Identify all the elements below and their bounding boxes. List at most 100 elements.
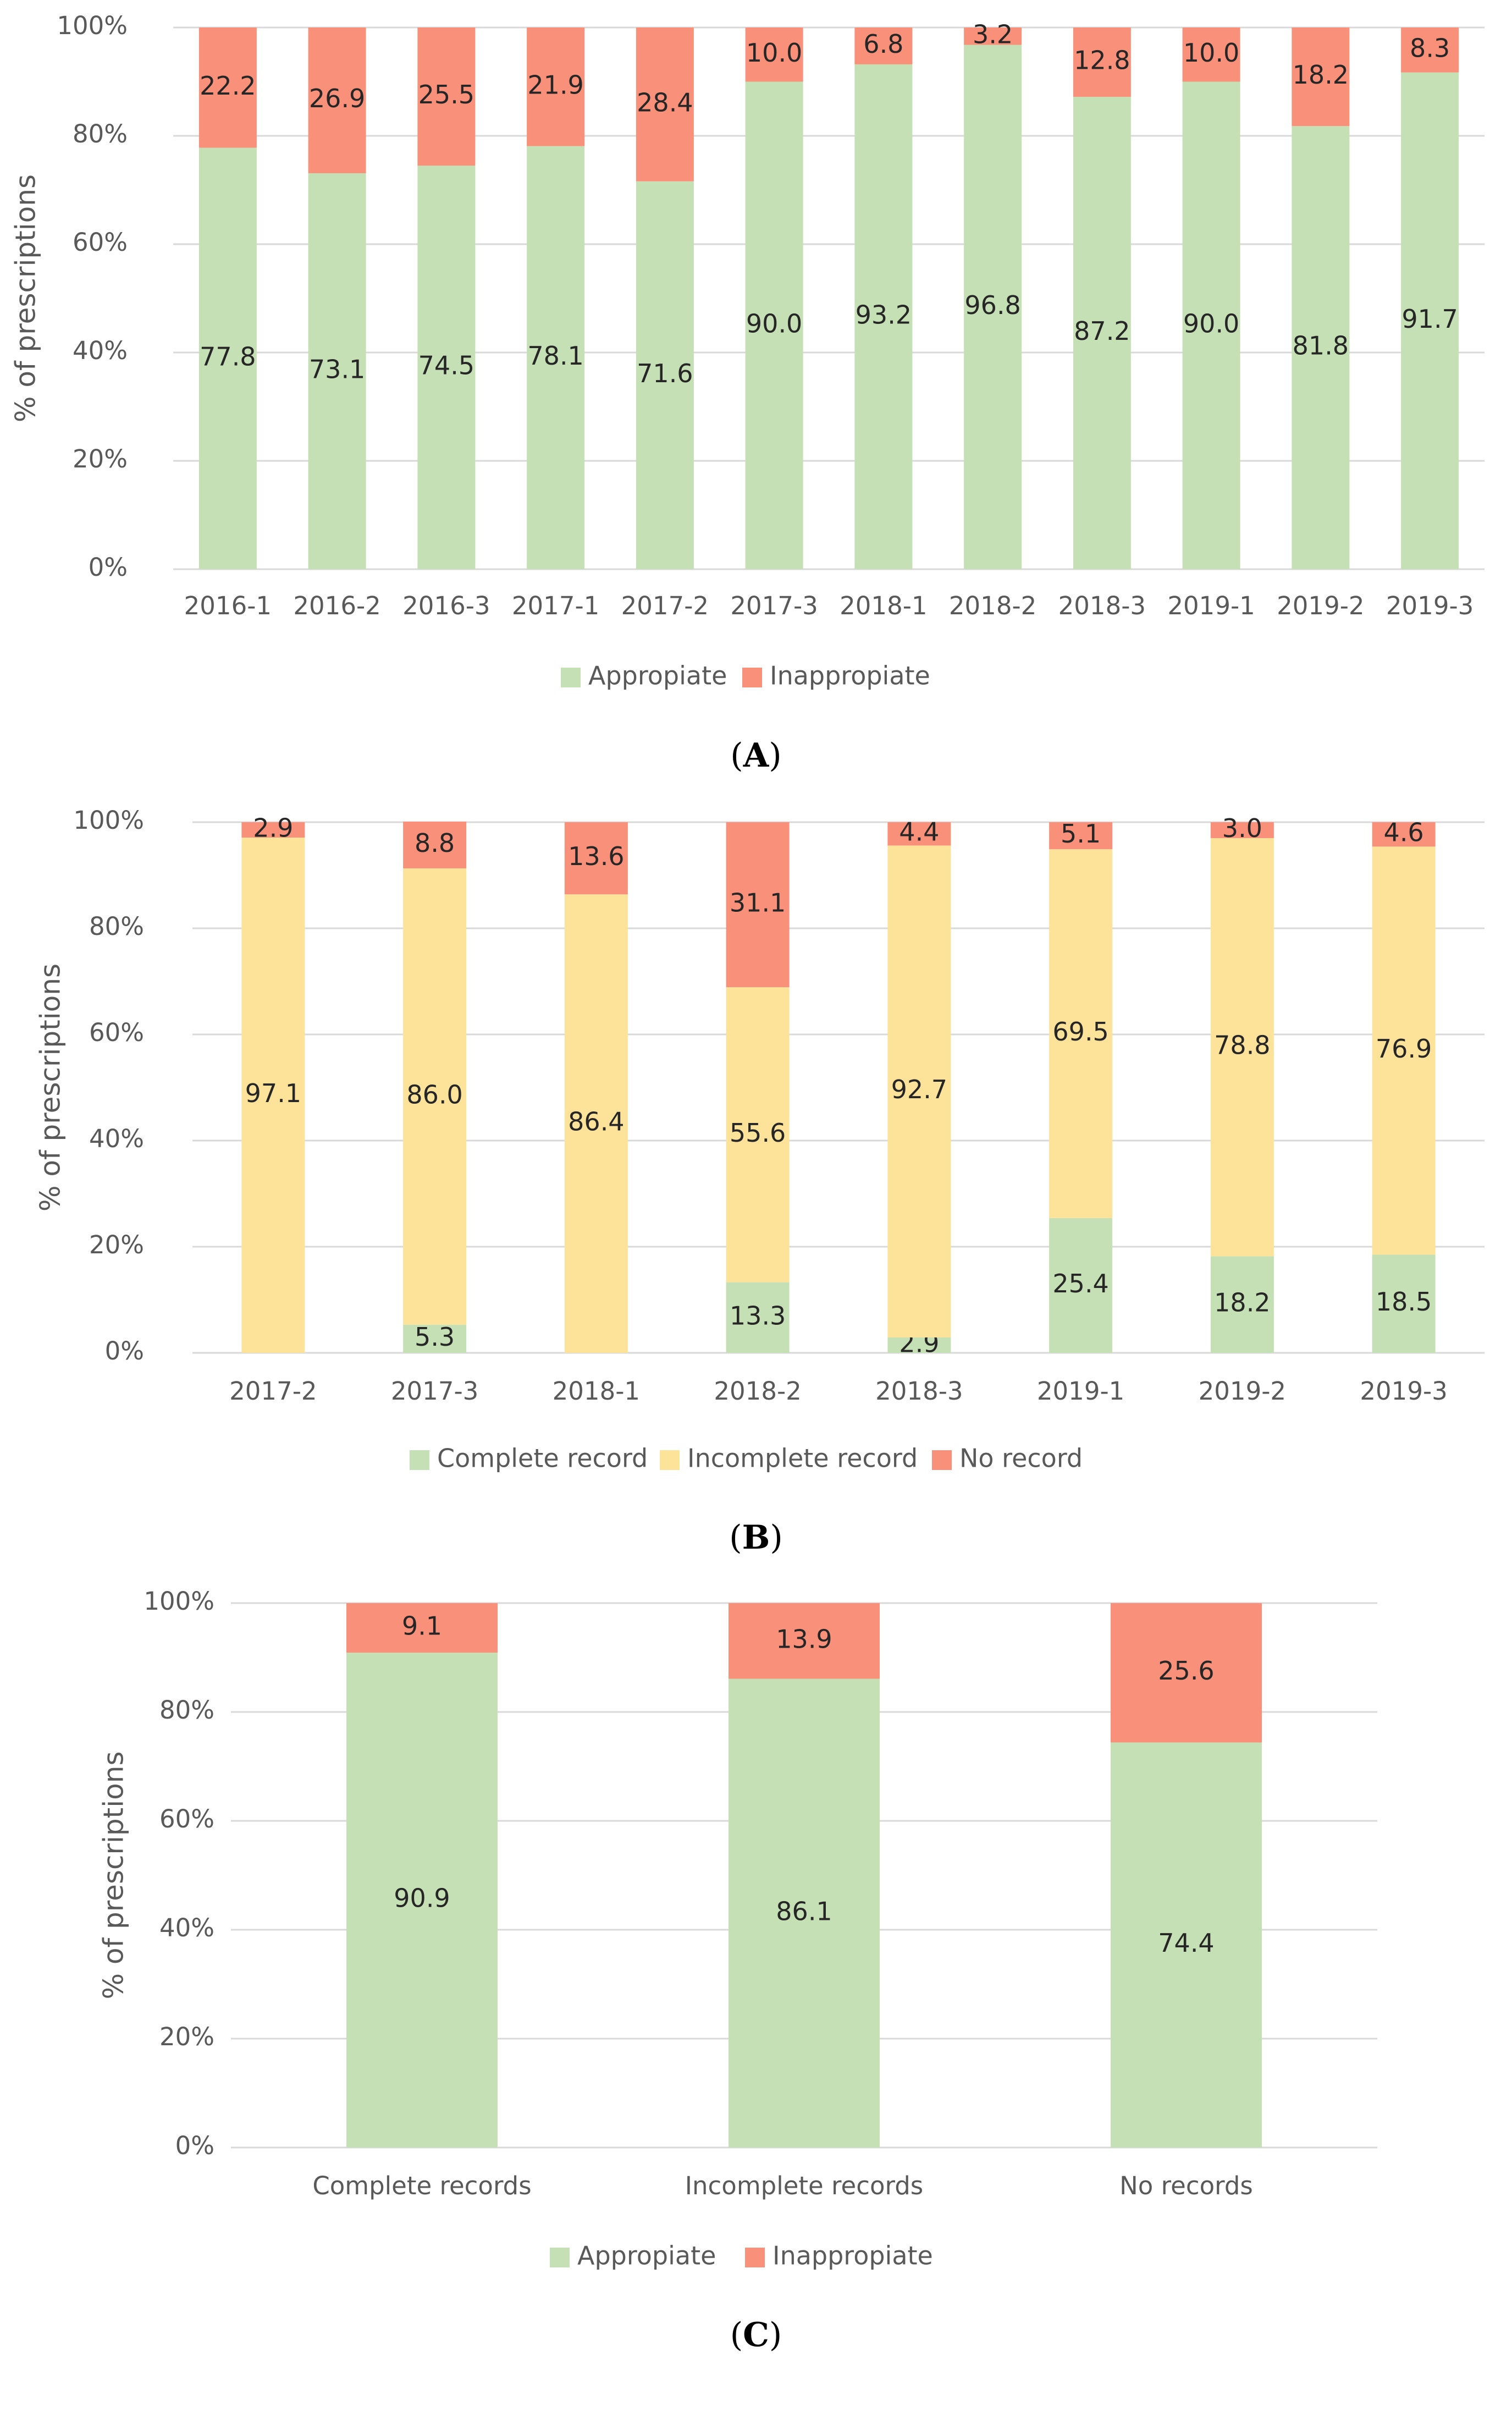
bar-norecord [1049,822,1113,850]
data-label: 25.5 [418,80,474,109]
x-tick-label: 2019-1 [1037,1377,1124,1406]
data-label: 10.0 [746,38,802,68]
data-label: 74.4 [1158,1928,1214,1958]
bar-appropriate [1073,97,1131,569]
legend-label: Inappropiate [772,2241,933,2271]
bar-appropriate [527,146,585,570]
bar-inappropriate [1292,27,1350,126]
bar-inappropriate [1182,27,1240,82]
chart-panel-a: 0% 20% 40% 60% 80% 100% % of prescriptions 77.8… [10,11,1485,775]
y-tick-label: 0% [175,2131,214,2160]
bar-inappropriate [745,27,803,82]
y-tick-label: 20% [89,1230,144,1259]
bar-inappropriate [1073,27,1131,97]
caption-letter: A [743,736,770,775]
x-tick-label: 2019-2 [1277,591,1364,620]
data-label: 31.1 [730,888,786,918]
legend-swatch-appropriate [550,2248,570,2267]
y-tick-label: 100% [57,11,128,40]
bar-incomplete [564,894,628,1353]
bar-inappropriate [729,1603,880,1679]
bar-norecord [241,822,305,838]
data-label: 5.1 [1061,819,1101,849]
y-tick-label: 60% [73,228,128,257]
data-label: 86.4 [568,1107,624,1137]
data-label: 77.8 [200,342,256,371]
data-label: 71.6 [637,359,693,388]
data-label: 26.9 [309,84,365,113]
y-axis-label: % of prescriptions [35,964,67,1212]
data-label: 12.8 [1074,46,1130,75]
bar-inappropriate [636,27,694,181]
y-tick-label: 80% [89,912,144,941]
y-tick-label: 60% [89,1018,144,1047]
data-label: 90.0 [746,309,802,338]
x-tick-label: 2019-3 [1386,591,1474,620]
y-tick-label: 40% [159,1913,214,1942]
data-label: 96.8 [964,290,1020,320]
data-label: 8.3 [1410,33,1450,63]
x-tick-label: 2017-2 [621,591,709,620]
caption-paren-close: ) [769,2316,782,2354]
y-tick-label: 100% [144,1587,214,1616]
data-label: 91.7 [1401,304,1458,334]
data-label: 2.9 [253,813,293,843]
bar-appropriate [745,81,803,569]
caption-paren-close: ) [770,1518,782,1557]
bar-complete [1049,1218,1113,1353]
data-label: 22.2 [200,71,256,101]
data-label: 21.9 [527,70,583,100]
data-label: 73.1 [309,354,365,384]
x-tick-label: 2019-2 [1199,1377,1286,1406]
y-tick-label: 100% [73,806,144,835]
y-tick-label: 40% [73,336,128,365]
x-tick-label: No records [1119,2171,1253,2200]
x-tick-label: 2016-1 [184,591,272,620]
bar-norecord [726,822,790,988]
caption-paren-open: ( [730,2316,743,2354]
caption-paren-open: ( [729,1518,742,1557]
y-tick-label: 80% [159,1695,214,1725]
bar-incomplete [1049,849,1113,1218]
x-tick-label: 2017-1 [512,591,599,620]
bar-norecord [887,822,951,846]
bar-inappropriate [964,27,1022,45]
data-label: 13.3 [730,1301,786,1330]
bar-appropriate [346,1653,498,2148]
data-label: 90.9 [394,1884,450,1913]
data-label: 18.2 [1293,60,1349,90]
bar-appropriate [1401,72,1459,569]
bar-inappropriate [417,27,476,166]
data-label: 87.2 [1074,316,1130,346]
legend-swatch-inappropriate [742,668,762,687]
data-label: 13.9 [776,1624,832,1654]
data-label: 3.2 [973,19,1013,49]
legend-label: Inappropiate [770,661,930,691]
bar-incomplete [726,987,790,1282]
panel-caption: (B) [729,1518,783,1557]
x-tick-label: 2019-1 [1167,591,1255,620]
bar-complete [1210,1256,1274,1353]
bar-appropriate [308,173,366,570]
data-label: 18.5 [1376,1287,1432,1317]
data-label: 97.1 [245,1078,301,1108]
bar-incomplete [1210,838,1274,1257]
bar-inappropriate [1401,27,1459,73]
bar-inappropriate [308,27,366,173]
data-label: 93.2 [856,300,912,329]
data-label: 76.9 [1376,1034,1432,1064]
bar-norecord [1210,822,1274,838]
bar-inappropriate [854,27,913,64]
data-label: 78.1 [527,341,583,371]
y-axis-label: % of prescriptions [98,1751,130,1999]
bar-appropriate [1111,1742,1262,2148]
x-tick-label: 2017-3 [391,1377,478,1406]
bar-appropriate [1292,126,1350,569]
data-label: 10.0 [1183,38,1239,68]
data-label: 6.8 [863,29,903,59]
x-tick-label: 2018-2 [949,591,1036,620]
data-label: 74.5 [418,351,474,381]
y-tick-label: 60% [159,1804,214,1834]
bar-complete [887,1337,951,1353]
